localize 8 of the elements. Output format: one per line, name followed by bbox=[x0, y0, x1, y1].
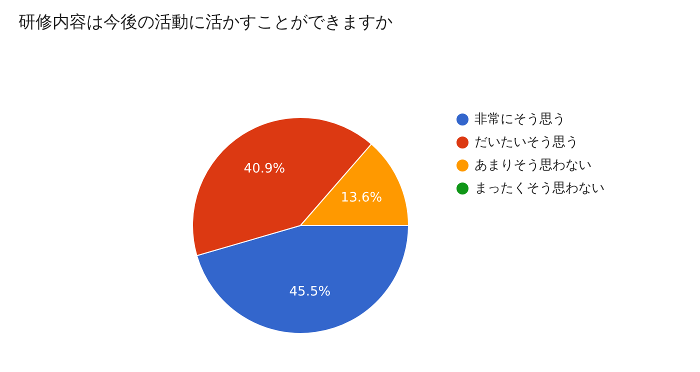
chart-title: 研修内容は今後の活動に活かすことができますか bbox=[18, 12, 392, 32]
legend-label: 非常にそう思う bbox=[474, 112, 566, 127]
data-label: 40.9% bbox=[244, 162, 286, 177]
data-label: 13.6% bbox=[340, 190, 382, 206]
legend-label: あまりそう思わない bbox=[474, 158, 592, 173]
legend-label: まったくそう思わない bbox=[474, 181, 604, 196]
data-label: 45.5% bbox=[289, 284, 331, 300]
legend-label: だいたいそう思う bbox=[474, 135, 578, 150]
